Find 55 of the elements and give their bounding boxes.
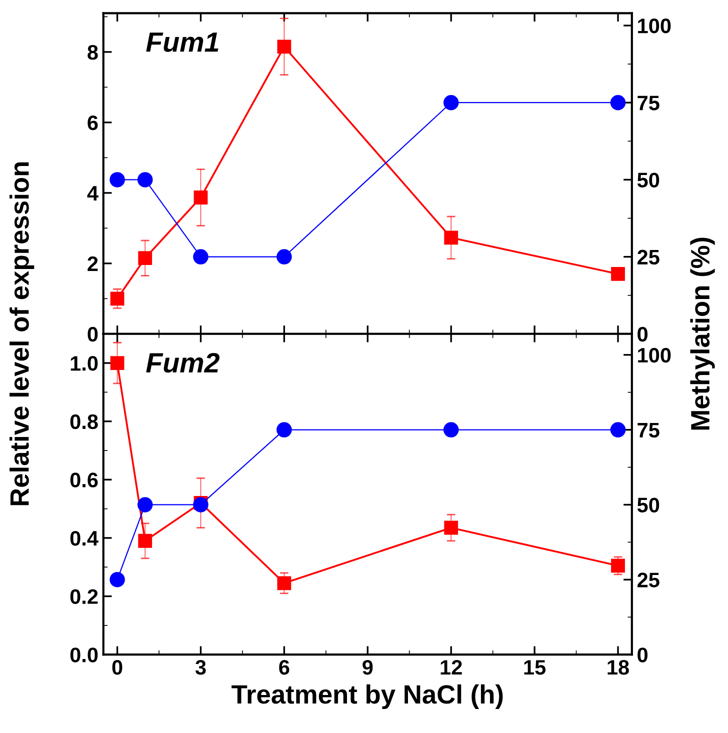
point <box>137 497 153 512</box>
point <box>193 249 208 264</box>
point <box>611 267 625 281</box>
point <box>277 40 292 54</box>
point <box>276 422 292 438</box>
point <box>138 251 152 266</box>
point <box>194 190 208 204</box>
y2-tick-label: 50 <box>637 172 660 188</box>
x-tick-label: 9 <box>362 660 373 675</box>
point <box>444 230 458 245</box>
y2-tick-label: 0 <box>638 648 648 662</box>
point <box>277 576 292 590</box>
point <box>138 534 152 548</box>
point <box>276 249 292 264</box>
y-tick-label: 0.4 <box>70 530 98 546</box>
x-tick-label: 0 <box>112 660 122 675</box>
y-tick-label: 0.2 <box>70 589 98 604</box>
y-tick-label: 6 <box>88 115 98 130</box>
y-tick-label: 0 <box>88 326 98 342</box>
point <box>110 572 125 588</box>
point <box>110 292 124 306</box>
point <box>444 520 458 535</box>
y2-tick-label: 0 <box>638 326 648 342</box>
y-tick-label: 8 <box>88 44 98 60</box>
x-tick-label: 12 <box>440 660 462 675</box>
y2-tick-label: 75 <box>638 96 660 110</box>
point <box>611 558 625 573</box>
y-tick-label: 0.6 <box>70 472 98 488</box>
y-tick-label: 0.8 <box>70 414 98 430</box>
point <box>610 94 626 110</box>
y-axis-title: Relative level of expression <box>10 162 34 506</box>
y-tick-label: 1.0 <box>70 356 98 371</box>
y-tick-label: 2 <box>88 256 98 271</box>
y-tick-label: 0.0 <box>70 648 98 662</box>
point <box>443 422 459 438</box>
text: Fum1 <box>146 32 218 52</box>
y2-tick-label: 25 <box>637 572 660 588</box>
y2-tick-label: 100 <box>638 348 671 363</box>
x-tick-label: 3 <box>195 660 206 675</box>
y2-axis-title: Methylation (%) <box>690 238 715 430</box>
y2-tick-label: 75 <box>638 423 660 438</box>
x-tick-label: 18 <box>608 660 629 675</box>
x-tick-label: 15 <box>524 660 546 675</box>
point <box>137 172 153 188</box>
point <box>110 356 124 370</box>
text: Fum2 <box>146 352 220 373</box>
y2-tick-label: 50 <box>637 498 660 512</box>
x-tick-label: 6 <box>279 660 290 675</box>
x-axis-title: Treatment by NaCl (h) <box>232 684 503 710</box>
y-tick-label: 4 <box>87 186 98 200</box>
point <box>110 172 125 188</box>
point <box>610 422 626 438</box>
y2-tick-label: 100 <box>638 18 671 34</box>
point <box>443 94 459 110</box>
y2-tick-label: 25 <box>637 250 660 265</box>
